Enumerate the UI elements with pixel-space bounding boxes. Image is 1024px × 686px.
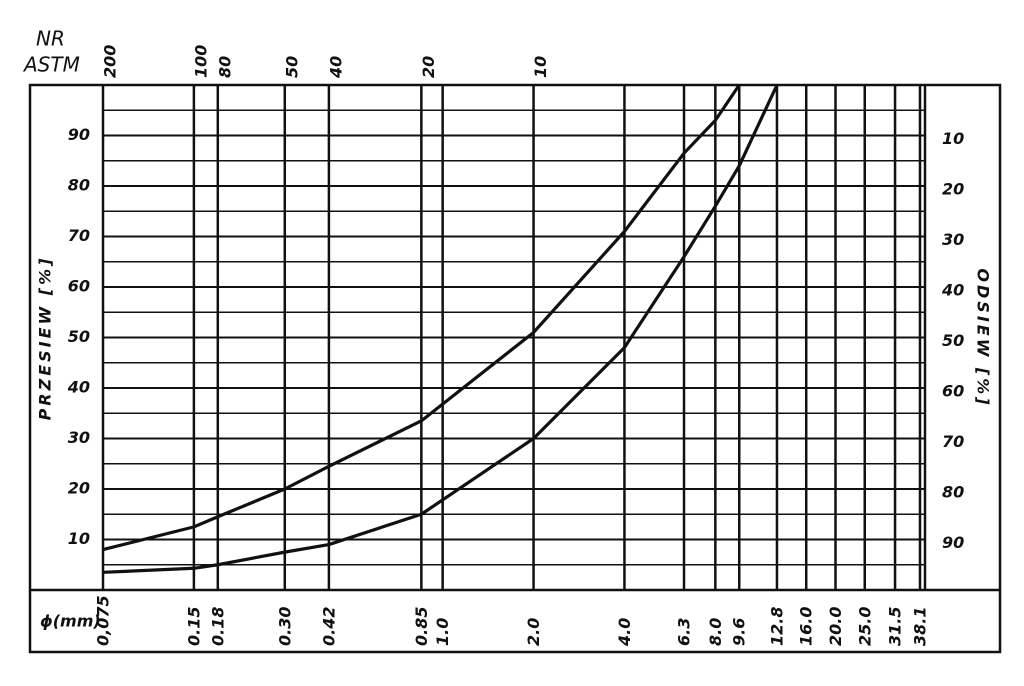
x-tick-label: 8.0: [706, 618, 725, 646]
x-tick-label: 0.85: [412, 607, 431, 646]
x-tick-label: 0.30: [275, 607, 294, 646]
x-tick-label: 20.0: [826, 607, 845, 646]
y-tick-label: 60: [68, 277, 90, 296]
y-label: PRZESIEW [%]: [36, 256, 55, 421]
x-tick-label: 4.0: [615, 618, 634, 647]
x-label: ϕ(mm): [40, 612, 101, 631]
y2-tick-label: 50: [942, 331, 964, 350]
y-tick-label: 70: [68, 226, 90, 245]
x-tick-label: 2.0: [524, 618, 543, 646]
x2-label: ASTM: [22, 53, 80, 77]
x-tick-label: 25.0: [855, 607, 874, 646]
x-tick-label: 16.0: [797, 607, 816, 646]
y-tick-label: 30: [68, 428, 90, 447]
x2-tick-label: 20: [419, 56, 438, 78]
y2-tick-label: 30: [942, 230, 964, 249]
grading-curve: [102, 84, 779, 574]
x2-tick-label: 10: [531, 56, 550, 78]
y-tick-label: 90: [68, 125, 90, 144]
grading-curve: [102, 84, 741, 552]
y-tick-label: 80: [68, 176, 90, 195]
x-tick-label: 0.18: [208, 607, 227, 646]
x-tick-label: 0.42: [319, 607, 338, 646]
x-tick-label: 1.0: [433, 618, 452, 646]
y-tick-label: 10: [68, 529, 90, 548]
x2-tick-label: 100: [191, 45, 210, 78]
y2-tick-label: 10: [942, 129, 964, 148]
y2-tick-label: 60: [942, 382, 964, 401]
x2-tick-label: 200: [101, 45, 120, 78]
x-tick-label: 6.3: [675, 618, 694, 646]
y2-tick-label: 40: [941, 281, 964, 300]
x-tick-label: 0.15: [184, 607, 203, 646]
x2-label: NR: [36, 27, 65, 51]
x2-tick-label: 80: [215, 56, 234, 78]
y2-tick-label: 20: [942, 180, 964, 199]
y2-tick-label: 90: [942, 533, 964, 552]
frame: [28, 83, 1002, 654]
x-tick-label: 9.6: [730, 618, 749, 646]
y2-tick-label: 70: [942, 432, 964, 451]
x-tick-label: 12.8: [767, 607, 786, 646]
y-tick-label: 20: [68, 479, 90, 498]
y2-tick-label: 80: [942, 483, 964, 502]
y-tick-label: 40: [67, 378, 90, 397]
y2-label: ODSIEW [%]: [974, 268, 993, 407]
x-tick-label: 0,075: [94, 595, 113, 646]
x-tick-label: 31.5: [886, 607, 905, 646]
x2-tick-label: 50: [282, 56, 301, 78]
x-tick-label: 38.1: [911, 607, 930, 646]
x2-tick-label: 40: [326, 56, 345, 79]
y-tick-label: 50: [68, 327, 90, 346]
